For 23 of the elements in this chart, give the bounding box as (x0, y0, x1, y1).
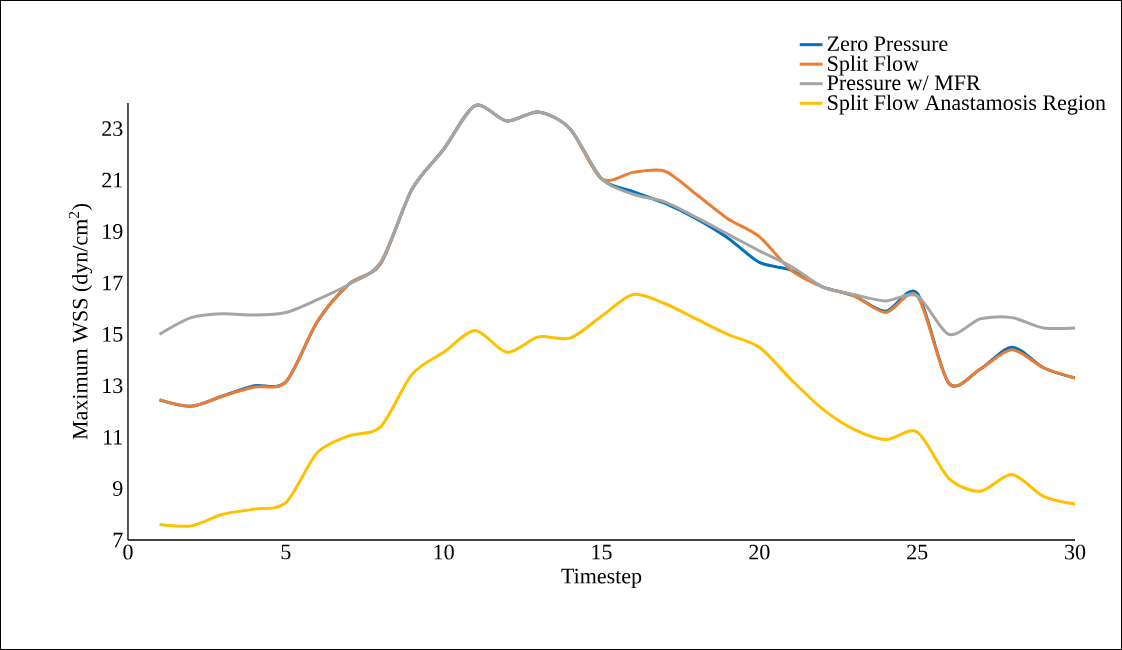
y-tick-label: 11 (104, 429, 122, 445)
x-tick-label: 0 (123, 544, 133, 560)
y-tick-label: 19 (103, 224, 123, 239)
legend-label: Zero Pressure (827, 36, 948, 52)
y-tick-label: 17 (103, 275, 123, 291)
y-tick-label: 21 (102, 172, 122, 188)
x-tick-label: 5 (281, 544, 291, 560)
y-tick-label: 7 (113, 532, 123, 548)
y-tick-label: 9 (112, 481, 123, 496)
x-tick-label: 30 (1065, 544, 1086, 560)
legend-label: Pressure w/ MFR (827, 75, 981, 91)
x-axis-title: Timestep (561, 568, 642, 588)
x-tick-label: 15 (592, 544, 612, 560)
y-tick-label: 15 (103, 326, 123, 342)
legend-label: Split Flow (828, 55, 919, 76)
x-tick-label: 10 (434, 544, 454, 560)
y-tick-label: 23 (102, 121, 123, 137)
x-tick-label: 20 (749, 544, 770, 560)
y-axis-title: Maximum WSS (dyn/cm$^{2}$) (68, 204, 93, 440)
y-tick-label: 13 (103, 378, 123, 394)
line-series (158, 292, 1076, 528)
x-tick-label: 25 (907, 544, 928, 560)
legend-label: Split Flow Anastamosis Region (828, 94, 1106, 115)
